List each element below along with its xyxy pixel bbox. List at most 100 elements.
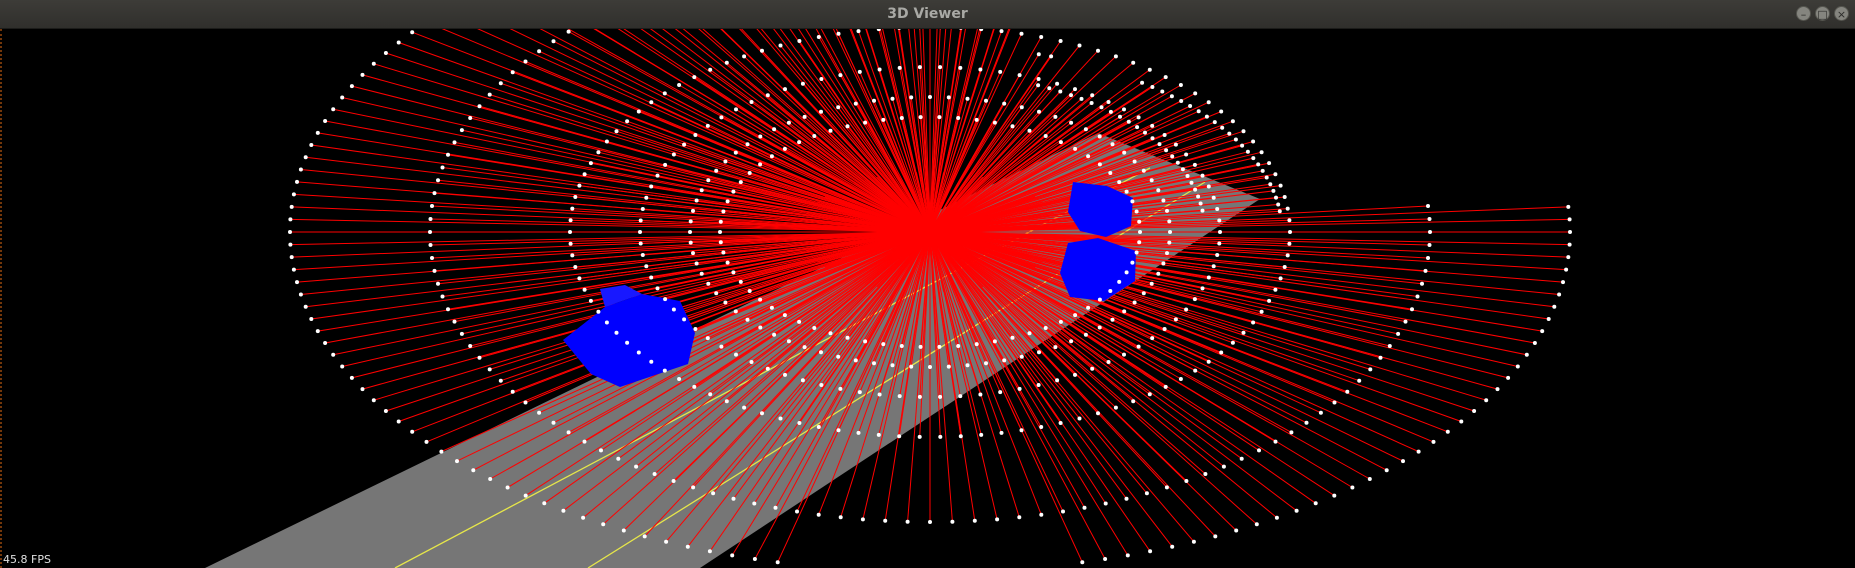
lidar-ray <box>305 156 931 233</box>
lidar-ray <box>477 29 931 233</box>
lidar-ray <box>800 231 931 239</box>
lidar-ray <box>929 231 1498 390</box>
lidar-ray <box>884 231 931 521</box>
lidar-point <box>965 96 970 101</box>
lidar-point <box>1193 91 1198 96</box>
lidar-point <box>845 124 850 129</box>
lidar-ray <box>929 29 981 233</box>
lidar-ray <box>806 231 931 251</box>
minimize-button[interactable]: – <box>1796 6 1811 21</box>
lidar-point <box>688 230 692 234</box>
lidar-point <box>883 518 888 523</box>
lidar-ray <box>929 231 945 292</box>
lidar-ray <box>922 29 931 233</box>
lidar-point <box>905 519 910 524</box>
lidar-point <box>1156 188 1161 193</box>
lidar-point <box>371 61 376 66</box>
lidar-point <box>992 120 997 125</box>
lidar-ray <box>929 231 984 288</box>
lidar-point <box>649 100 654 105</box>
lidar-point <box>1557 292 1562 297</box>
lidar-point <box>428 243 433 247</box>
lidar-ray <box>754 231 931 560</box>
lidar-point <box>288 242 293 247</box>
lidar-point <box>1017 386 1022 391</box>
lidar-ray <box>929 231 1106 560</box>
lidar-point <box>1191 539 1196 544</box>
lidar-point <box>928 365 932 369</box>
lidar-ray <box>461 129 931 233</box>
lidar-ray <box>342 97 931 233</box>
lidar-point <box>706 281 711 286</box>
lidar-point <box>731 270 736 275</box>
lidar-point <box>1136 344 1141 349</box>
lidar-ray <box>878 231 931 436</box>
lidar-ray <box>743 56 931 233</box>
close-button[interactable]: × <box>1834 6 1849 21</box>
lidar-point <box>1230 340 1235 345</box>
lidar-point <box>459 128 464 133</box>
lidar-point <box>1200 208 1205 213</box>
scene-canvas[interactable] <box>0 29 1855 568</box>
lidar-point <box>1160 89 1165 94</box>
lidar-point <box>604 139 609 144</box>
lidar-point <box>718 219 723 224</box>
lidar-point <box>1387 344 1392 348</box>
lidar-point <box>649 359 654 364</box>
lidar-point <box>1416 449 1421 454</box>
lidar-point <box>783 87 787 92</box>
lidar-point <box>682 317 687 322</box>
lidar-ray <box>739 29 931 233</box>
lidar-point <box>1396 331 1401 336</box>
lidar-point <box>838 73 843 78</box>
lidar-point <box>677 83 682 87</box>
lidar-point <box>1179 99 1184 103</box>
lidar-point <box>642 534 647 539</box>
3d-viewport[interactable] <box>0 29 1855 568</box>
lidar-point <box>1200 286 1205 291</box>
lidar-point <box>1132 159 1137 164</box>
lidar-point <box>455 459 459 464</box>
lidar-point <box>488 477 493 481</box>
lidar-point <box>430 204 434 208</box>
lidar-ray <box>929 231 1042 515</box>
lidar-ray <box>929 231 1570 246</box>
lidar-ray <box>733 231 931 499</box>
lidar-ray <box>929 36 1042 233</box>
lidar-ray <box>889 231 931 290</box>
lidar-point <box>1053 345 1058 350</box>
lidar-ray <box>929 231 1509 379</box>
lidar-point <box>288 217 293 222</box>
lidar-ray <box>929 231 1206 475</box>
lidar-point <box>1350 485 1355 490</box>
lidar-point <box>719 115 724 120</box>
lidar-point <box>938 434 943 439</box>
lidar-point <box>708 392 713 397</box>
title-bar[interactable]: 3D Viewer – □ × <box>0 0 1855 29</box>
lidar-point <box>655 173 660 178</box>
maximize-button[interactable]: □ <box>1815 6 1830 21</box>
lidar-ray <box>780 45 931 233</box>
lidar-ray <box>525 231 931 497</box>
lidar-ray <box>753 231 931 504</box>
lidar-point <box>1568 230 1572 234</box>
lidar-ray <box>913 29 931 233</box>
lidar-point <box>974 342 979 347</box>
lidar-point <box>510 70 515 75</box>
lidar-ray <box>929 231 1001 393</box>
lidar-point <box>1368 367 1373 372</box>
lidar-ray <box>929 231 1518 367</box>
lidar-ray <box>929 218 1430 233</box>
lidar-point <box>360 72 365 77</box>
lidar-ray <box>929 231 1549 320</box>
lidar-point <box>778 43 783 48</box>
lidar-point <box>812 134 817 138</box>
lidar-ray <box>859 71 931 233</box>
lidar-ray <box>820 29 931 233</box>
lidar-point <box>1357 378 1362 383</box>
lidar-point <box>1090 93 1095 98</box>
lidar-point <box>662 91 667 96</box>
lidar-point <box>323 341 328 345</box>
lidar-point <box>694 261 699 266</box>
lidar-ray <box>919 29 931 233</box>
